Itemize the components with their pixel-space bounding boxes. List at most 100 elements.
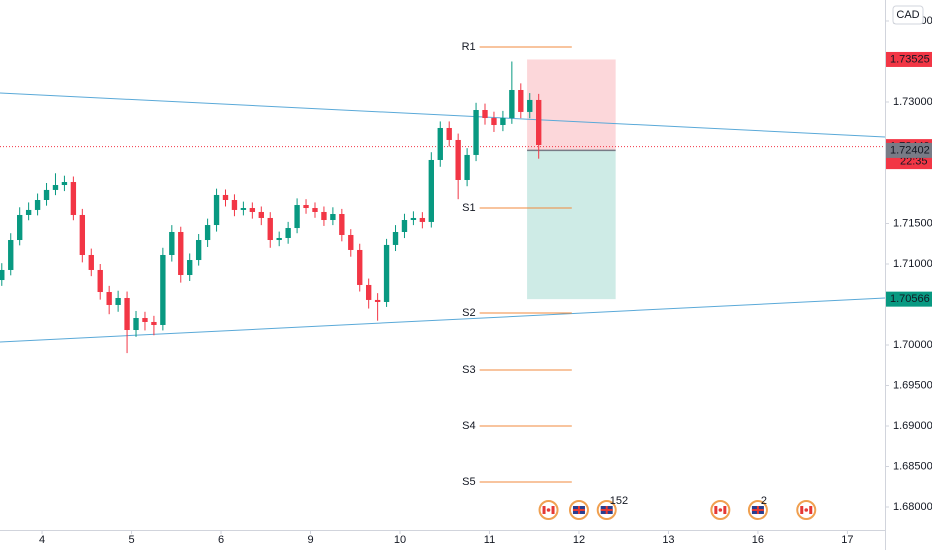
candle-body xyxy=(88,254,94,270)
candle-body xyxy=(195,240,202,261)
price-badge-label: 1.72402 xyxy=(890,144,930,156)
currency-box xyxy=(892,5,924,25)
candle-body xyxy=(536,99,542,145)
candle-body xyxy=(258,211,264,218)
candle-body xyxy=(276,237,282,241)
candle-body xyxy=(428,159,434,222)
candle-body xyxy=(52,185,59,190)
y-tick-label: 1.68500 xyxy=(893,460,932,472)
flag-part xyxy=(723,506,727,514)
price-badge xyxy=(886,51,932,67)
candle-body xyxy=(348,234,354,250)
candle-body xyxy=(204,225,211,241)
x-tick-label: 13 xyxy=(662,534,674,546)
candle-body xyxy=(178,231,184,276)
candle-body xyxy=(509,89,515,119)
candle-body xyxy=(392,231,399,245)
candle-body xyxy=(294,205,300,229)
candle-body xyxy=(500,118,506,125)
candle-body xyxy=(312,208,318,212)
x-tick-label: 6 xyxy=(218,534,224,546)
candle-body xyxy=(267,217,273,241)
pivot-label: S3 xyxy=(462,364,475,376)
candle-body xyxy=(169,231,175,255)
trendline xyxy=(0,297,886,343)
currency-label: CAD xyxy=(896,9,919,21)
candle-body xyxy=(374,299,381,302)
candle-body xyxy=(133,318,139,331)
flag-part xyxy=(551,506,555,514)
event-count: 152 xyxy=(610,495,628,507)
y-tick-label: 1.69000 xyxy=(893,420,932,432)
pivot-label: S5 xyxy=(462,476,475,488)
flag-part xyxy=(542,506,546,514)
candle-body xyxy=(482,110,488,119)
y-tick-label: 1.68000 xyxy=(893,501,932,513)
candle-body xyxy=(61,182,68,186)
candle-body xyxy=(70,182,77,215)
trendline xyxy=(0,92,886,138)
candle-body xyxy=(79,214,86,255)
event-count: 2 xyxy=(761,495,767,507)
y-tick-label: 1.71000 xyxy=(893,258,932,270)
candle-body xyxy=(410,217,417,221)
pivot-label: S2 xyxy=(462,307,475,319)
plot-area: R1 S1 S2 S3 S4 S5 152 2 xyxy=(0,41,886,520)
price-countdown: 22:35 xyxy=(900,156,928,168)
x-tick-label: 16 xyxy=(752,534,764,546)
candle-body xyxy=(285,228,291,238)
pivot-label: R1 xyxy=(462,41,476,53)
price-badge-label: 1.70566 xyxy=(890,293,930,305)
candle-body xyxy=(321,211,327,221)
price-badge xyxy=(886,291,932,307)
candle-body xyxy=(357,249,363,285)
x-tick-label: 17 xyxy=(841,534,853,546)
candle-body xyxy=(160,254,166,325)
flag-part xyxy=(804,508,809,512)
flag-part xyxy=(718,508,723,512)
price-badge xyxy=(886,142,932,158)
candle-body xyxy=(249,208,256,212)
candle-body xyxy=(419,217,426,222)
candle-body xyxy=(151,321,157,325)
candle-body xyxy=(401,220,408,232)
candle-body xyxy=(124,298,130,331)
axes: 1.740001.730001.715001.710001.700001.695… xyxy=(39,5,932,546)
pivot-label: S4 xyxy=(462,420,475,432)
x-tick-label: 11 xyxy=(484,534,495,546)
flag-part xyxy=(714,506,718,514)
candle-body xyxy=(0,269,5,281)
candle-body xyxy=(17,214,23,241)
candle-body xyxy=(43,189,50,200)
candle-body xyxy=(464,154,470,180)
flag-part xyxy=(546,508,551,512)
y-tick-label: 1.71500 xyxy=(893,217,932,229)
candle-body xyxy=(330,214,336,221)
candle-body xyxy=(142,318,148,322)
candle-body xyxy=(527,99,533,112)
candle-body xyxy=(446,127,452,140)
y-tick-label: 1.69500 xyxy=(893,379,932,391)
flag-part xyxy=(809,506,813,514)
candle-body xyxy=(240,208,247,210)
candle-body xyxy=(473,110,479,155)
candle-body xyxy=(383,244,390,302)
candle-body xyxy=(491,118,497,125)
candle-body xyxy=(339,214,345,235)
target-zone xyxy=(527,150,616,300)
candle-body xyxy=(106,292,112,305)
pivot-label: S1 xyxy=(462,202,475,214)
candle-body xyxy=(8,240,14,270)
candle-body xyxy=(455,139,461,180)
candle-body xyxy=(365,284,372,300)
x-tick-label: 4 xyxy=(39,534,45,546)
candle-body xyxy=(213,194,220,226)
candle-body xyxy=(115,298,121,305)
candle-body xyxy=(34,199,41,210)
x-tick-label: 5 xyxy=(128,534,134,546)
candle-body xyxy=(303,205,309,209)
candle-body xyxy=(231,199,238,210)
